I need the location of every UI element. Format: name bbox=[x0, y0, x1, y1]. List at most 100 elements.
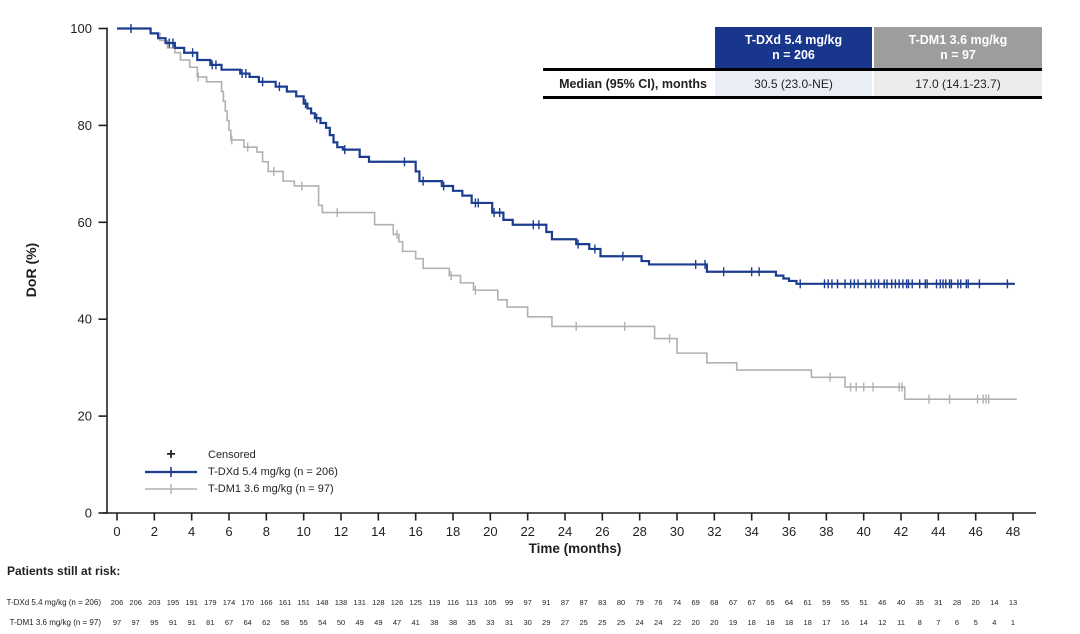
svg-text:17: 17 bbox=[822, 618, 830, 627]
svg-text:30: 30 bbox=[524, 618, 532, 627]
svg-text:97: 97 bbox=[113, 618, 121, 627]
svg-text:166: 166 bbox=[260, 598, 273, 607]
median-summary-table: T-DXd 5.4 mg/kg n = 206 T-DM1 3.6 mg/kg … bbox=[543, 27, 1042, 99]
table-col2-header: T-DM1 3.6 mg/kg n = 97 bbox=[874, 27, 1042, 68]
y-axis-label: DoR (%) bbox=[23, 242, 39, 298]
svg-text:54: 54 bbox=[318, 618, 326, 627]
svg-text:34: 34 bbox=[744, 524, 758, 539]
svg-text:32: 32 bbox=[707, 524, 721, 539]
svg-text:68: 68 bbox=[710, 598, 718, 607]
svg-text:18: 18 bbox=[785, 618, 793, 627]
legend-tdm1-label: T-DM1 3.6 mg/kg (n = 97) bbox=[208, 482, 334, 495]
svg-text:25: 25 bbox=[580, 618, 588, 627]
tdm1-header-n: n = 97 bbox=[940, 47, 976, 62]
tdm1-header-name: T-DM1 3.6 mg/kg bbox=[908, 32, 1008, 47]
svg-text:8: 8 bbox=[918, 618, 922, 627]
legend: + Censored T-DXd 5.4 mg/kg (n = 206) T-D… bbox=[144, 446, 338, 497]
svg-text:64: 64 bbox=[785, 598, 793, 607]
svg-text:16: 16 bbox=[408, 524, 422, 539]
svg-text:131: 131 bbox=[353, 598, 366, 607]
svg-text:28: 28 bbox=[953, 598, 961, 607]
svg-text:18: 18 bbox=[766, 618, 774, 627]
svg-text:49: 49 bbox=[355, 618, 363, 627]
svg-text:4: 4 bbox=[188, 524, 195, 539]
svg-text:T-DM1 3.6 mg/kg (n = 97): T-DM1 3.6 mg/kg (n = 97) bbox=[10, 618, 102, 627]
svg-text:97: 97 bbox=[524, 598, 532, 607]
svg-text:0: 0 bbox=[113, 524, 120, 539]
svg-text:46: 46 bbox=[878, 598, 886, 607]
legend-tdxd-label: T-DXd 5.4 mg/kg (n = 206) bbox=[208, 465, 338, 478]
svg-text:10: 10 bbox=[296, 524, 310, 539]
svg-text:87: 87 bbox=[580, 598, 588, 607]
svg-text:83: 83 bbox=[598, 598, 606, 607]
svg-text:126: 126 bbox=[391, 598, 404, 607]
svg-text:29: 29 bbox=[542, 618, 550, 627]
svg-text:195: 195 bbox=[167, 598, 180, 607]
svg-text:38: 38 bbox=[430, 618, 438, 627]
legend-censored-label: Censored bbox=[208, 448, 256, 461]
svg-text:36: 36 bbox=[782, 524, 796, 539]
svg-text:206: 206 bbox=[129, 598, 142, 607]
svg-text:31: 31 bbox=[934, 598, 942, 607]
svg-text:49: 49 bbox=[374, 618, 382, 627]
svg-text:24: 24 bbox=[654, 618, 662, 627]
legend-item-tdm1: T-DM1 3.6 mg/kg (n = 97) bbox=[144, 480, 338, 497]
svg-text:26: 26 bbox=[595, 524, 609, 539]
svg-text:51: 51 bbox=[860, 598, 868, 607]
svg-text:100: 100 bbox=[70, 21, 92, 36]
svg-text:128: 128 bbox=[372, 598, 385, 607]
curve-tdxd bbox=[117, 24, 1015, 289]
svg-text:20: 20 bbox=[483, 524, 497, 539]
svg-text:14: 14 bbox=[860, 618, 868, 627]
summary-table-blank-cell bbox=[543, 27, 713, 68]
svg-text:67: 67 bbox=[225, 618, 233, 627]
svg-text:22: 22 bbox=[520, 524, 534, 539]
svg-text:55: 55 bbox=[841, 598, 849, 607]
svg-text:119: 119 bbox=[428, 598, 440, 607]
svg-text:151: 151 bbox=[297, 598, 310, 607]
table-bottom-rule bbox=[543, 96, 1042, 99]
svg-text:206: 206 bbox=[111, 598, 124, 607]
at-risk-row-tdm1: T-DM1 3.6 mg/kg (n = 97) 97 97 95 91 91 81 67 64… bbox=[10, 618, 1015, 627]
svg-text:2: 2 bbox=[151, 524, 158, 539]
svg-text:0: 0 bbox=[85, 506, 92, 521]
svg-text:47: 47 bbox=[393, 618, 401, 627]
tdxd-header-name: T-DXd 5.4 mg/kg bbox=[744, 32, 843, 47]
svg-text:62: 62 bbox=[262, 618, 270, 627]
svg-text:25: 25 bbox=[598, 618, 606, 627]
svg-text:5: 5 bbox=[974, 618, 978, 627]
svg-text:20: 20 bbox=[972, 598, 980, 607]
legend-item-tdxd: T-DXd 5.4 mg/kg (n = 206) bbox=[144, 463, 338, 480]
svg-text:125: 125 bbox=[409, 598, 422, 607]
svg-text:T-DXd 5.4 mg/kg (n = 206): T-DXd 5.4 mg/kg (n = 206) bbox=[7, 598, 102, 607]
svg-text:97: 97 bbox=[131, 618, 139, 627]
summary-table-header-row: T-DXd 5.4 mg/kg n = 206 T-DM1 3.6 mg/kg … bbox=[543, 27, 1042, 68]
svg-text:20: 20 bbox=[78, 409, 92, 424]
svg-text:35: 35 bbox=[468, 618, 476, 627]
svg-text:105: 105 bbox=[484, 598, 497, 607]
svg-text:60: 60 bbox=[78, 215, 92, 230]
svg-text:35: 35 bbox=[916, 598, 924, 607]
svg-text:48: 48 bbox=[1006, 524, 1020, 539]
svg-text:148: 148 bbox=[316, 598, 329, 607]
svg-text:138: 138 bbox=[335, 598, 348, 607]
svg-text:30: 30 bbox=[670, 524, 684, 539]
patients-at-risk-title: Patients still at risk: bbox=[7, 564, 121, 578]
svg-text:64: 64 bbox=[243, 618, 251, 627]
svg-text:80: 80 bbox=[617, 598, 625, 607]
svg-text:76: 76 bbox=[654, 598, 662, 607]
svg-text:4: 4 bbox=[992, 618, 996, 627]
table-col1-header: T-DXd 5.4 mg/kg n = 206 bbox=[715, 27, 872, 68]
svg-text:161: 161 bbox=[279, 598, 292, 607]
svg-text:65: 65 bbox=[766, 598, 774, 607]
svg-text:191: 191 bbox=[185, 598, 198, 607]
svg-text:42: 42 bbox=[894, 524, 908, 539]
svg-text:170: 170 bbox=[241, 598, 254, 607]
svg-text:19: 19 bbox=[729, 618, 737, 627]
svg-text:91: 91 bbox=[542, 598, 550, 607]
svg-text:24: 24 bbox=[558, 524, 572, 539]
svg-text:24: 24 bbox=[636, 618, 644, 627]
svg-text:6: 6 bbox=[955, 618, 959, 627]
svg-text:22: 22 bbox=[673, 618, 681, 627]
